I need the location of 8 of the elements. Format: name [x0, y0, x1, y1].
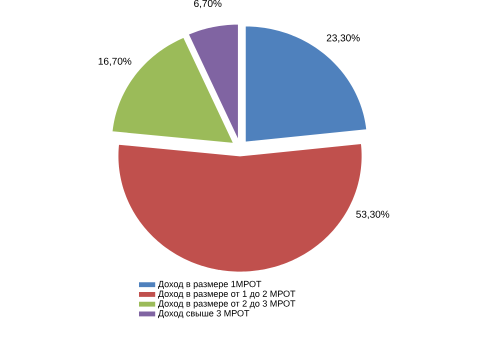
legend-label: Доход в размере от 2 до 3 МРОТ	[158, 300, 296, 308]
data-label: 23,30%	[326, 34, 360, 43]
data-label: 53,30%	[356, 210, 390, 219]
data-label: 16,70%	[98, 58, 132, 66]
legend-label: Доход свыше 3 МРОТ	[158, 310, 250, 318]
data-label: 6,70%	[194, 0, 222, 8]
legend-label: Доход в размере от 1 до 2 МРОТ	[158, 290, 296, 299]
legend-label: Доход в размере 1МРОТ	[158, 280, 262, 289]
